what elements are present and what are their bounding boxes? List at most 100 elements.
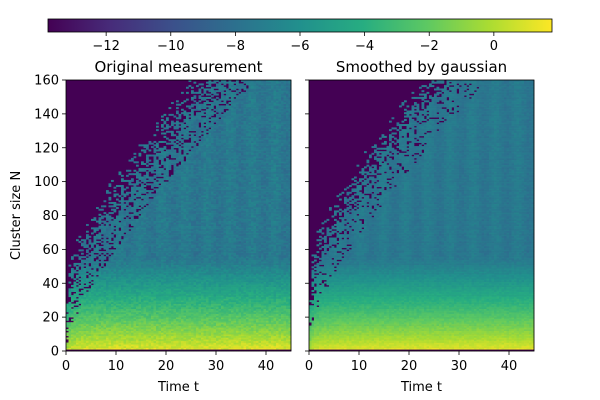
heatmap-cell (96, 286, 99, 289)
heatmap-cell (111, 227, 114, 230)
heatmap-cell (196, 327, 199, 330)
heatmap-cell (166, 151, 169, 154)
heatmap-cell (123, 274, 127, 277)
heatmap-cell (168, 191, 172, 194)
heatmap-cell (106, 254, 109, 257)
heatmap-cell (103, 312, 107, 315)
heatmap-cell (186, 249, 189, 252)
heatmap-cell (126, 317, 129, 320)
heatmap-cell (166, 210, 169, 213)
heatmap-cell (146, 283, 149, 286)
heatmap-cell (96, 306, 99, 309)
heatmap-cell (83, 318, 87, 321)
heatmap-cell (148, 207, 152, 210)
heatmap-cell (133, 330, 137, 333)
heatmap-cell (98, 237, 102, 240)
heatmap-cell (178, 308, 182, 311)
heatmap-cell (86, 230, 89, 233)
heatmap-cell (116, 185, 119, 187)
heatmap-cell (196, 164, 199, 167)
heatmap-cell (93, 330, 97, 333)
heatmap-cell (136, 269, 139, 272)
heatmap-cell (151, 318, 154, 321)
heatmap-cell (123, 203, 127, 206)
heatmap-cell (126, 254, 129, 257)
heatmap-cell (111, 327, 114, 330)
heatmap-cell (66, 317, 69, 320)
heatmap-cell (121, 330, 124, 333)
heatmap-cell (141, 257, 144, 260)
heatmap-cell (178, 268, 182, 270)
heatmap-cell (123, 295, 127, 298)
heatmap-cell (146, 232, 149, 235)
heatmap-cell (108, 191, 112, 194)
heatmap-cell (136, 235, 139, 238)
heatmap-cell (118, 239, 122, 242)
heatmap-cell (168, 305, 172, 308)
heatmap-cell (88, 332, 92, 335)
heatmap-cell (143, 210, 147, 213)
heatmap-cell (83, 330, 87, 333)
heatmap-cell (193, 91, 197, 94)
heatmap-cell (108, 332, 112, 335)
heatmap-panel-original: Original measurement 0 10 20 30 40 020406080… (9, 58, 292, 395)
heatmap-cell (191, 91, 194, 94)
heatmap-cell (158, 322, 162, 325)
heatmap-cell (138, 279, 142, 282)
heatmap-cell (173, 327, 177, 330)
heatmap-cell (138, 317, 142, 320)
heatmap-cell (163, 286, 167, 289)
heatmap-cell (96, 345, 99, 348)
heatmap-cell (146, 257, 149, 260)
heatmap-cell (113, 186, 117, 189)
heatmap-cell (133, 306, 137, 309)
heatmap-cell (158, 308, 162, 311)
heatmap-cell (88, 347, 92, 350)
heatmap-cell (121, 283, 124, 286)
heatmap-cell (193, 191, 197, 194)
heatmap-cell (166, 157, 169, 160)
heatmap-cell (123, 222, 127, 225)
heatmap-cell (123, 290, 127, 293)
heatmap-cell (138, 198, 142, 201)
heatmap-cell (141, 235, 144, 238)
heatmap-cell (113, 227, 117, 230)
heatmap-cell (188, 196, 192, 199)
heatmap-cell (88, 291, 92, 294)
heatmap-cell (161, 196, 164, 199)
heatmap-cell (151, 203, 154, 206)
heatmap-cell (106, 320, 109, 323)
heatmap-cell (153, 337, 157, 340)
heatmap-cell (96, 335, 99, 338)
heatmap-cell (111, 240, 114, 243)
heatmap-cell (123, 317, 127, 320)
heatmap-cell (146, 335, 149, 338)
heatmap-cell (108, 349, 112, 352)
heatmap-cell (91, 340, 94, 343)
heatmap-cell (76, 322, 79, 325)
heatmap-cell (146, 237, 149, 240)
heatmap-cell (93, 279, 97, 282)
heatmap-cell (123, 296, 127, 299)
heatmap-cell (128, 298, 132, 301)
heatmap-cell (121, 303, 124, 306)
heatmap-cell (176, 186, 179, 189)
heatmap-cell (143, 344, 147, 347)
heatmap-cell (168, 335, 172, 338)
heatmap-cell (181, 144, 184, 147)
heatmap-cell (136, 176, 139, 179)
heatmap-cell (143, 339, 147, 342)
heatmap-cell (133, 288, 137, 291)
heatmap-cell (133, 303, 137, 306)
heatmap-cell (81, 310, 84, 313)
heatmap-cell (98, 301, 102, 304)
heatmap-cell (146, 256, 149, 259)
heatmap-cell (146, 313, 149, 316)
heatmap-cell (76, 342, 79, 345)
heatmap-cell (146, 266, 149, 269)
heatmap-cell (143, 251, 147, 254)
heatmap-cell (168, 176, 172, 179)
heatmap-cell (81, 279, 84, 282)
heatmap-cell (93, 218, 97, 221)
heatmap-cell (116, 339, 119, 342)
